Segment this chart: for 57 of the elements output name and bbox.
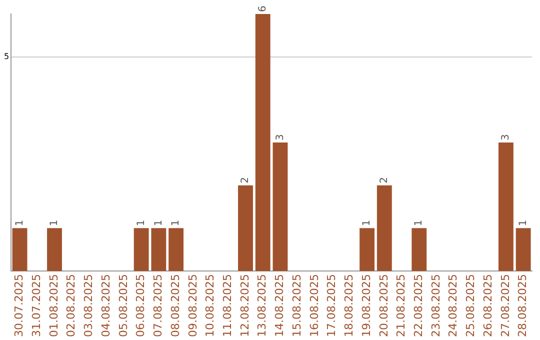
x-tick-label: 01.08.2025: [47, 274, 60, 338]
bar: [12, 228, 28, 272]
x-tick-label: 06.08.2025: [134, 274, 148, 338]
data-label: 1: [49, 220, 60, 226]
data-label: 2: [379, 176, 390, 184]
x-tick-label: 17.08.2025: [325, 274, 338, 338]
data-label: 1: [170, 220, 182, 226]
x-tick-label: 27.08.2025: [498, 274, 512, 338]
bar: [47, 228, 62, 272]
bar: [151, 228, 166, 272]
x-tick-label: 28.08.2025: [516, 274, 530, 338]
x-tick-label: 16.08.2025: [308, 274, 321, 338]
bar: [168, 228, 184, 272]
data-label: 1: [136, 220, 147, 226]
bar: [412, 228, 427, 272]
x-tick-label: 11.08.2025: [220, 274, 234, 338]
data-label: 3: [500, 134, 512, 141]
bar: [255, 14, 270, 272]
bar: [498, 142, 514, 272]
x-tick-label: 18.08.2025: [342, 274, 356, 338]
y-tick-label: 5: [4, 52, 10, 61]
x-tick-label: 25.08.2025: [464, 274, 478, 338]
x-tick-label: 15.08.2025: [290, 274, 304, 338]
bar: [360, 228, 375, 272]
x-tick-label: 04.08.2025: [99, 274, 112, 338]
x-tick-label: 03.08.2025: [82, 274, 96, 338]
x-tick-label: 10.08.2025: [204, 274, 217, 338]
bar: [376, 185, 392, 272]
data-label: 1: [14, 220, 26, 226]
x-tick-label: 20.08.2025: [377, 274, 390, 338]
x-tick-label: 24.08.2025: [446, 274, 460, 338]
x-tick-label: 22.08.2025: [412, 274, 425, 338]
x-tick-label: 23.08.2025: [429, 274, 442, 338]
data-label: 1: [414, 220, 425, 226]
x-tick-label: 12.08.2025: [238, 274, 252, 338]
data-label: 1: [153, 220, 164, 226]
data-label: 6: [257, 6, 268, 12]
x-tick-label: 26.08.2025: [481, 274, 494, 338]
x-tick-label: 21.08.2025: [394, 274, 408, 338]
x-tick-label: 08.08.2025: [168, 274, 182, 338]
data-label: 2: [240, 176, 252, 184]
data-label: 3: [274, 134, 286, 141]
bar: [238, 185, 253, 272]
x-tick-label: 19.08.2025: [360, 274, 373, 338]
x-tick-label: 07.08.2025: [152, 274, 165, 338]
bar: [134, 228, 149, 272]
x-tick-label: 09.08.2025: [186, 274, 200, 338]
x-tick-label: 14.08.2025: [273, 274, 286, 338]
x-tick-label: 30.07.2025: [12, 274, 26, 338]
bar: [516, 228, 531, 272]
data-label: 1: [518, 220, 529, 226]
x-tick-label: 31.07.2025: [30, 274, 43, 338]
x-tick-label: 02.08.2025: [64, 274, 78, 338]
x-tick-label: 13.08.2025: [256, 274, 269, 338]
bar: [272, 142, 288, 272]
x-tick-label: 05.08.2025: [116, 274, 130, 338]
data-label: 1: [362, 220, 373, 226]
